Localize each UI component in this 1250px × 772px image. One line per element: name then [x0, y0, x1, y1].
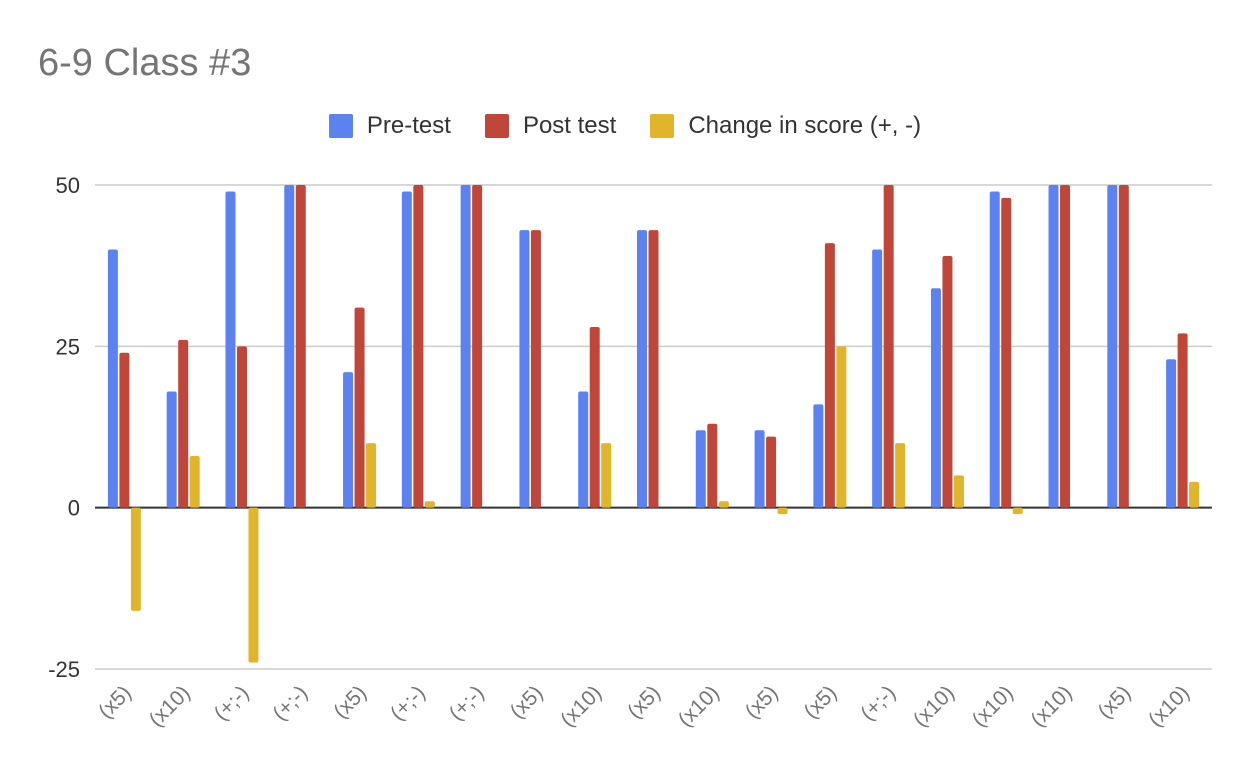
bar-pre-test[interactable] — [930, 288, 941, 508]
legend-item-pre-test[interactable]: Pre-test — [328, 112, 451, 140]
bar-post-test[interactable] — [236, 346, 247, 508]
bar-post-test[interactable] — [1177, 333, 1188, 508]
legend-label-change-in-score: Change in score (+, -) — [688, 112, 922, 139]
bar-post-test[interactable] — [648, 230, 659, 508]
bar-post-test[interactable] — [589, 326, 600, 508]
x-tick-label: (x5) — [1094, 681, 1136, 723]
bar-change-in-score[interactable] — [189, 456, 200, 508]
legend-item-post-test[interactable]: Post test — [484, 112, 617, 140]
x-tick-label: (x5) — [506, 681, 548, 723]
bar-pre-test[interactable] — [637, 230, 647, 508]
bar-change-in-score[interactable] — [248, 507, 259, 663]
x-tick-label: (x5) — [94, 681, 136, 723]
bar-pre-test[interactable] — [989, 191, 1000, 508]
bar-pre-test[interactable] — [343, 372, 354, 508]
bar-pre-test[interactable] — [1166, 359, 1177, 508]
x-tick-label: (+;-) — [386, 681, 430, 725]
y-tick-label: 50 — [56, 173, 80, 198]
bar-post-test[interactable] — [295, 185, 306, 508]
bar-change-in-score[interactable] — [777, 507, 788, 515]
bar-pre-test[interactable] — [872, 249, 883, 508]
x-tick-label: (x10) — [909, 681, 959, 731]
bar-post-test[interactable] — [824, 243, 835, 508]
bar-pre-test[interactable] — [519, 230, 530, 508]
bar-change-in-score[interactable] — [1189, 481, 1200, 508]
x-tick-label: (x5) — [329, 681, 371, 723]
bar-pre-test[interactable] — [225, 191, 236, 508]
x-tick-label: (x10) — [674, 681, 724, 731]
bar-post-test[interactable] — [766, 436, 777, 508]
bar-post-test[interactable] — [1060, 185, 1071, 508]
bar-pre-test[interactable] — [284, 185, 295, 508]
bar-post-test[interactable] — [1001, 197, 1012, 508]
chart-title: 6-9 Class #3 — [38, 42, 252, 84]
legend-swatch-change-in-score — [650, 114, 675, 138]
bar-pre-test[interactable] — [1107, 185, 1118, 508]
x-tick-label: (+;-) — [856, 681, 900, 725]
y-tick-label: -25 — [48, 657, 80, 682]
x-tick-label: (+;-) — [268, 681, 312, 725]
bar-pre-test[interactable] — [460, 185, 471, 508]
bar-change-in-score[interactable] — [836, 346, 847, 508]
bar-pre-test[interactable] — [754, 430, 765, 508]
bar-change-in-score[interactable] — [953, 475, 964, 508]
legend-label-pre-test: Pre-test — [366, 112, 451, 139]
bar-post-test[interactable] — [178, 339, 189, 508]
legend-swatch-post-test — [484, 114, 509, 138]
bar-pre-test[interactable] — [813, 404, 824, 508]
chart-legend: Pre-test Post test Change in score (+, -… — [0, 112, 1250, 140]
y-tick-label: 25 — [56, 334, 80, 359]
x-tick-label: (+;-) — [210, 681, 254, 725]
bar-post-test[interactable] — [1118, 185, 1129, 508]
bar-pre-test[interactable] — [695, 430, 706, 508]
bar-post-test[interactable] — [413, 185, 424, 508]
bar-change-in-score[interactable] — [366, 443, 377, 508]
bar-post-test[interactable] — [883, 185, 894, 508]
bar-post-test[interactable] — [707, 423, 718, 508]
x-tick-label: (x5) — [623, 681, 665, 723]
bar-change-in-score[interactable] — [1012, 507, 1023, 515]
legend-swatch-pre-test — [328, 114, 353, 138]
x-tick-label: (x10) — [1026, 681, 1076, 731]
bar-pre-test[interactable] — [401, 191, 412, 508]
legend-item-change-in-score[interactable]: Change in score (+, -) — [650, 112, 921, 140]
bar-change-in-score[interactable] — [718, 501, 729, 508]
x-tick-label: (+;-) — [445, 681, 489, 725]
x-tick-label: (x10) — [556, 681, 606, 731]
bar-pre-test[interactable] — [578, 391, 589, 508]
x-tick-label: (x5) — [741, 681, 783, 723]
bar-pre-test[interactable] — [1048, 185, 1059, 508]
bar-post-test[interactable] — [119, 352, 130, 508]
bar-post-test[interactable] — [942, 255, 953, 508]
x-tick-label: (x10) — [145, 681, 195, 731]
bar-change-in-score[interactable] — [601, 443, 612, 508]
legend-label-post-test: Post test — [522, 112, 617, 139]
bar-post-test[interactable] — [530, 230, 541, 508]
y-tick-label: 0 — [68, 496, 80, 521]
x-tick-label: (x5) — [800, 681, 842, 723]
bar-post-test[interactable] — [354, 307, 365, 508]
bar-pre-test[interactable] — [107, 249, 118, 508]
bar-pre-test[interactable] — [166, 391, 177, 508]
x-tick-label: (x10) — [1144, 681, 1194, 731]
bar-change-in-score[interactable] — [130, 507, 141, 611]
bar-change-in-score[interactable] — [424, 501, 435, 508]
bar-change-in-score[interactable] — [895, 443, 906, 508]
bar-post-test[interactable] — [472, 185, 483, 508]
x-tick-label: (x10) — [968, 681, 1018, 731]
